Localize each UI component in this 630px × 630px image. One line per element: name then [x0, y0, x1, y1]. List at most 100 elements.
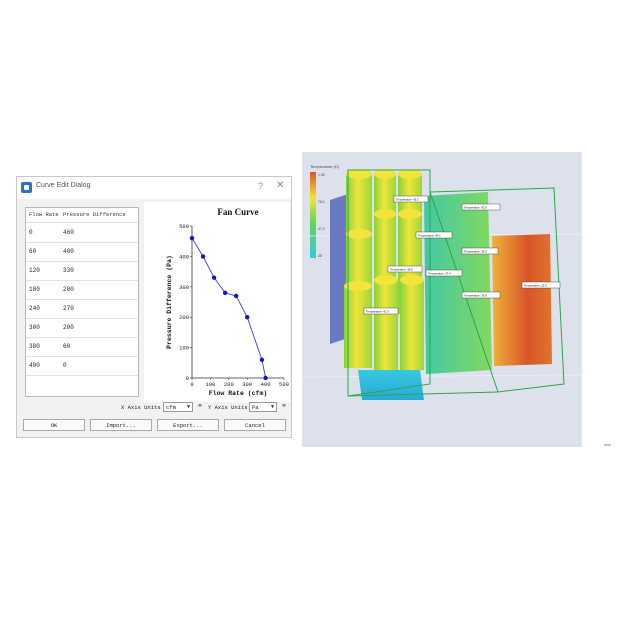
probe-label: Temperature: 52.6: [524, 283, 547, 287]
x-axis-units-select[interactable]: cfm ▼: [163, 402, 193, 412]
ok-button[interactable]: OK: [23, 419, 85, 431]
x-tick-label: 100: [205, 381, 215, 388]
fan-curve-plot-panel: Fan Curve 0 100 200 300 400 500 0 100 200 300 400 50…: [144, 202, 290, 402]
probe-box[interactable]: [461, 291, 501, 299]
probe-box[interactable]: [363, 307, 399, 315]
link-icon[interactable]: ⚭: [197, 403, 203, 410]
y-axis-units-value: Pa: [252, 404, 259, 411]
resize-grip[interactable]: [604, 444, 611, 446]
x-axis-units-value: cfm: [166, 404, 176, 411]
series-line: [191, 237, 267, 379]
close-button[interactable]: ✕: [276, 180, 285, 191]
column-header-flow-rate[interactable]: Flow Rate: [29, 211, 59, 218]
table-row[interactable]: 180 280: [26, 280, 138, 300]
y-axis-units-label: Y Axis Units: [208, 404, 248, 411]
x-tick-label: 400: [261, 381, 271, 388]
inlet-panel: [330, 194, 348, 344]
cylinder: [400, 280, 424, 370]
probe-label: Temperature: 41.3: [366, 309, 389, 313]
cylinder-top: [374, 209, 396, 219]
y-axis-label: Pressure Difference (Pa): [166, 255, 173, 349]
probe-label: Temperature: 45.2: [396, 197, 419, 201]
cylinder-top: [400, 275, 424, 285]
data-point: [211, 275, 217, 280]
x-tick-label: 300: [242, 381, 252, 388]
table-row[interactable]: 60 400: [26, 242, 138, 262]
import-button[interactable]: Import...: [90, 419, 152, 431]
cell-pressure[interactable]: 400: [63, 248, 74, 255]
fan-curve-chart: Fan Curve 0 100 200 300 400 500 0 100 200 300 400 50…: [166, 207, 289, 397]
cell-flow-rate[interactable]: 400: [29, 362, 40, 369]
table-row[interactable]: 0 460: [26, 223, 138, 243]
help-button[interactable]: ?: [258, 181, 264, 191]
probe-box[interactable]: [461, 203, 501, 211]
y-tick-label: 100: [179, 345, 189, 352]
export-button[interactable]: Export...: [157, 419, 219, 431]
legend-title: Temperature (C): [310, 164, 340, 169]
table-row[interactable]: 120 330: [26, 261, 138, 281]
probe-box[interactable]: [461, 247, 499, 255]
probe-box[interactable]: [415, 231, 453, 239]
table-row[interactable]: 380 60: [26, 337, 138, 357]
x-axis-units-label: X Axis Units: [121, 404, 161, 411]
cell-flow-rate[interactable]: 380: [29, 343, 40, 350]
cell-pressure[interactable]: 200: [63, 324, 74, 331]
link-icon[interactable]: ⚭: [281, 403, 287, 410]
probe-label: Temperature: 35.8: [464, 293, 487, 297]
probe-box[interactable]: [393, 195, 429, 203]
cylinder-array: [344, 169, 424, 370]
dialog-title: Curve Edit Dialog: [36, 182, 91, 189]
cell-pressure[interactable]: 270: [63, 305, 74, 312]
data-point: [259, 357, 265, 362]
legend-tick: 47.2: [318, 227, 325, 231]
cell-flow-rate[interactable]: 300: [29, 324, 40, 331]
chevron-down-icon: ▼: [186, 404, 190, 410]
table-row[interactable]: 400 0: [26, 356, 138, 376]
table-header: Flow Rate Pressure Difference: [26, 208, 138, 223]
axis-units-row: X Axis Units cfm ▼ ⚭ Y Axis Units Pa ▼ ⚭: [17, 401, 293, 415]
data-point: [245, 315, 250, 320]
table-row[interactable]: 240 270: [26, 299, 138, 319]
dialog-titlebar[interactable]: Curve Edit Dialog ? ✕: [17, 177, 291, 199]
temperature-probes: Temperature: 45.2 Temperature: 42.8 Temp…: [363, 195, 561, 315]
legend-tick: 1.00: [318, 173, 325, 177]
probe-box[interactable]: [387, 265, 423, 273]
cell-flow-rate[interactable]: 0: [29, 229, 33, 236]
legend-tick: 28: [318, 254, 322, 258]
cell-pressure[interactable]: 60: [63, 343, 71, 350]
probe-label: Temperature: 40.1: [418, 233, 441, 237]
cylinder-top: [344, 281, 372, 291]
cell-pressure[interactable]: 460: [63, 229, 74, 236]
cylinder-top: [346, 169, 372, 179]
cylinder-top: [398, 169, 422, 179]
cell-flow-rate[interactable]: 120: [29, 267, 40, 274]
data-point: [263, 375, 268, 381]
x-axis-label: Flow Rate (cfm): [209, 390, 268, 397]
x-tick-label: 200: [224, 381, 234, 388]
probe-box[interactable]: [521, 281, 561, 289]
cylinder-top: [346, 229, 372, 239]
cylinder: [344, 286, 372, 368]
simulation-canvas[interactable]: Temperature (C) 1.00 76.1 47.2 28: [302, 152, 582, 447]
cell-flow-rate[interactable]: 240: [29, 305, 40, 312]
table-row[interactable]: 300 200: [26, 318, 138, 338]
cell-pressure[interactable]: 0: [63, 362, 67, 369]
y-axis-units-select[interactable]: Pa ▼: [249, 402, 277, 412]
heat-sink-block: [424, 192, 492, 374]
column-header-pressure-difference[interactable]: Pressure Difference: [63, 211, 126, 218]
hot-component-block: [492, 234, 552, 366]
thermal-simulation-view[interactable]: Temperature (C) 1.00 76.1 47.2 28: [302, 152, 582, 447]
cylinder-top: [374, 169, 396, 179]
cell-flow-rate[interactable]: 60: [29, 248, 37, 255]
probe-box[interactable]: [425, 269, 463, 277]
cell-flow-rate[interactable]: 180: [29, 286, 40, 293]
data-point: [189, 235, 195, 241]
fan-curve-table[interactable]: Flow Rate Pressure Difference 0 460 60 400…: [25, 207, 139, 397]
grid-line: [302, 374, 582, 378]
data-point: [200, 254, 206, 259]
cancel-button[interactable]: Cancel: [224, 419, 286, 431]
cell-pressure[interactable]: 280: [63, 286, 74, 293]
curve-edit-dialog: Curve Edit Dialog ? ✕ Flow Rate Pressure…: [16, 176, 292, 438]
dialog-button-bar: OK Import... Export... Cancel: [17, 419, 293, 433]
cell-pressure[interactable]: 330: [63, 267, 74, 274]
